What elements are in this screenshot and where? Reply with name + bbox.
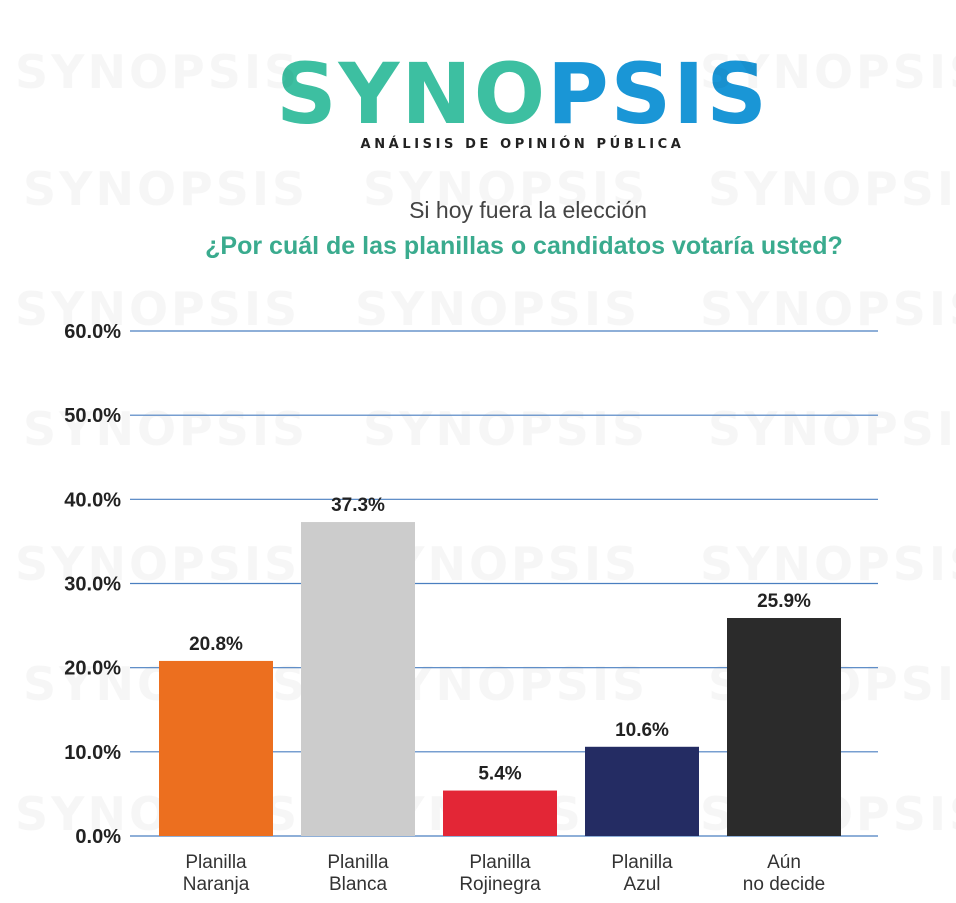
bar: [443, 790, 557, 836]
bar: [585, 746, 699, 836]
x-tick-label: Aún: [767, 852, 801, 873]
logo-text-part2: PSIS: [547, 45, 769, 143]
watermark-text: SYNOPSIS: [700, 282, 956, 336]
y-tick-label: 0.0%: [75, 826, 121, 848]
y-tick-label: 50.0%: [64, 405, 121, 427]
watermark-text: SYNOPSIS: [15, 282, 300, 336]
watermark-text: SYNOPSIS: [363, 402, 648, 456]
y-tick-label: 60.0%: [64, 321, 121, 343]
bar: [159, 660, 273, 836]
watermark-text: SYNOPSIS: [355, 282, 640, 336]
x-tick-label: Blanca: [329, 874, 388, 895]
chart-title: ¿Por cuál de las planillas o candidatos …: [205, 232, 843, 260]
watermark-text: SYNOPSIS: [23, 162, 308, 216]
x-tick-label: Planilla: [611, 852, 673, 873]
x-tick-label: Planilla: [469, 852, 531, 873]
logo-text-part1: SYNO: [276, 45, 548, 143]
data-label: 20.8%: [189, 634, 243, 655]
x-tick-label: Planilla: [327, 852, 389, 873]
y-tick-label: 10.0%: [64, 742, 121, 764]
chart-subtitle: Si hoy fuera la elección: [409, 197, 647, 223]
x-tick-label: Planilla: [185, 852, 247, 873]
watermark-text: SYNOPSIS: [363, 162, 648, 216]
x-tick-label: Naranja: [183, 874, 250, 895]
data-label: 37.3%: [331, 495, 385, 516]
x-tick-label: Rojinegra: [459, 874, 541, 895]
bar: [727, 618, 841, 836]
data-label: 10.6%: [615, 720, 669, 741]
watermark-text: SYNOPSIS: [708, 162, 956, 216]
logo-tagline: ANÁLISIS DE OPINIÓN PÚBLICA: [360, 137, 685, 152]
watermark-text: SYNOPSIS: [700, 45, 956, 99]
bar: [301, 522, 415, 836]
logo: SYNOPSIS: [0, 52, 956, 136]
data-label: 25.9%: [757, 591, 811, 612]
watermark-text: SYNOPSIS: [15, 45, 300, 99]
x-tick-label: Azul: [624, 874, 661, 895]
watermark-text: SYNOPSIS: [708, 402, 956, 456]
y-tick-label: 30.0%: [64, 574, 121, 596]
y-tick-label: 20.0%: [64, 658, 121, 680]
x-tick-label: no decide: [743, 874, 825, 895]
data-label: 5.4%: [478, 764, 521, 785]
y-tick-label: 40.0%: [64, 489, 121, 511]
